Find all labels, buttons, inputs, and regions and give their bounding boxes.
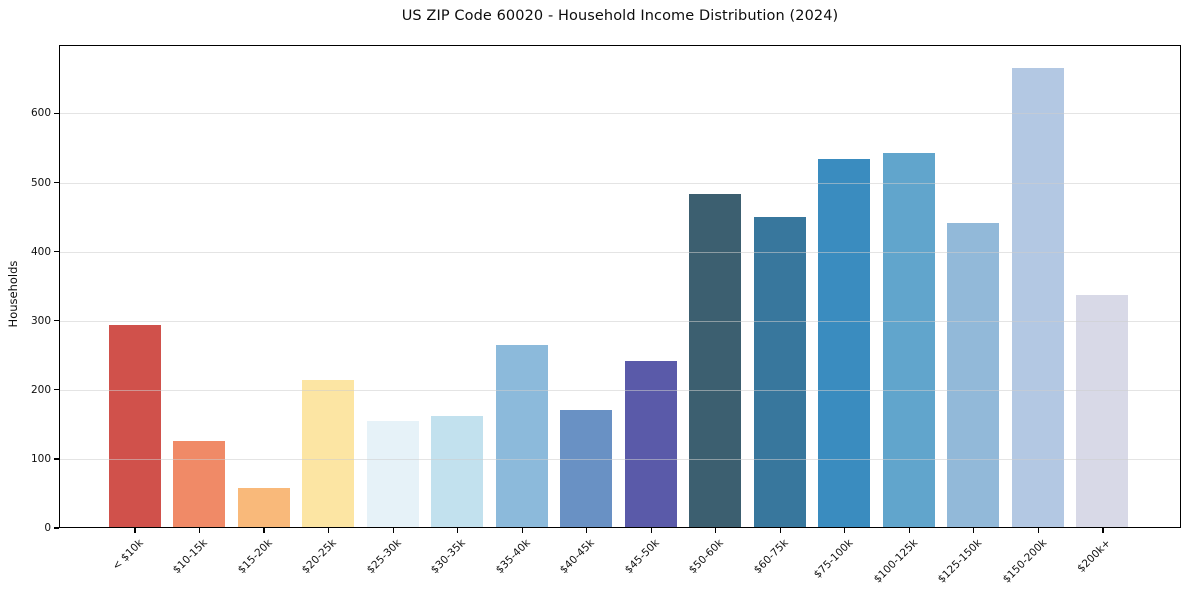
x-tick-mark [457, 528, 459, 533]
bar-$15-20k [237, 487, 290, 527]
x-tick-label-$35-40k: $35-40k [493, 537, 533, 577]
bar-$25-30k [366, 420, 419, 527]
x-tick-mark [715, 528, 717, 533]
x-tick-mark [263, 528, 265, 533]
gridline-100 [60, 458, 1180, 460]
x-tick-mark [908, 528, 910, 533]
bar-$200k+ [1076, 294, 1129, 527]
x-tick-mark [392, 528, 394, 533]
plot-area [59, 45, 1181, 528]
x-tick-mark [973, 528, 975, 533]
x-tick-mark [327, 528, 330, 533]
gridline-400 [60, 251, 1180, 253]
x-tick-label-$125-150k: $125-150k [935, 537, 985, 586]
gridline-600 [60, 113, 1180, 115]
x-tick-mark [521, 528, 523, 533]
x-tick-mark [844, 528, 846, 533]
y-tick-label-600: 600 [30, 107, 51, 120]
gridline-300 [60, 320, 1180, 322]
bar-$125-150k [947, 223, 1000, 527]
bar-$45-50k [624, 361, 677, 527]
x-tick-label-$40-45k: $40-45k [558, 537, 598, 577]
x-tick-label-$100-125k: $100-125k [871, 537, 920, 586]
x-tick-mark [586, 528, 588, 533]
y-tick-mark [54, 527, 59, 529]
y-tick-mark [54, 320, 59, 322]
x-tick-mark [779, 528, 781, 533]
y-tick-label-0: 0 [44, 522, 51, 534]
x-tick-label-$45-50k: $45-50k [622, 537, 662, 577]
bar-$20-25k [302, 379, 355, 527]
bar-$100-125k [882, 152, 935, 527]
x-tick-label-< $10k: < $10k [109, 537, 146, 573]
x-tick-mark [198, 528, 201, 533]
y-tick-mark [54, 112, 59, 115]
plot-canvas [60, 46, 1180, 527]
x-tick-mark [650, 528, 652, 533]
y-tick-label-500: 500 [30, 176, 51, 189]
bar-$35-40k [495, 344, 548, 527]
y-tick-mark [54, 389, 59, 391]
bar-$40-45k [560, 410, 613, 527]
x-tick-label-$150-200k: $150-200k [1000, 537, 1049, 586]
x-tick-mark [1102, 528, 1104, 533]
y-axis-label: Households [6, 260, 20, 328]
bar-$60-75k [753, 216, 806, 527]
x-tick-label-$25-30k: $25-30k [364, 537, 404, 577]
y-tick-label-400: 400 [30, 245, 51, 258]
y-tick-label-300: 300 [30, 314, 51, 327]
x-tick-label-$60-75k: $60-75k [751, 537, 791, 577]
gridline-500 [60, 182, 1180, 184]
bar-$50-60k [689, 193, 742, 527]
bar-$10-15k [173, 440, 226, 527]
y-tick-mark [54, 458, 59, 460]
x-tick-label-$50-60k: $50-60k [687, 537, 727, 577]
bar-$30-35k [431, 415, 484, 527]
x-tick-label-$20-25k: $20-25k [299, 537, 340, 577]
x-tick-label-$15-20k: $15-20k [235, 537, 275, 577]
bar-$75-100k [818, 159, 871, 527]
bar-$150-200k [1011, 67, 1064, 527]
gridline-200 [60, 389, 1180, 391]
chart-title: US ZIP Code 60020 - Household Income Dis… [401, 8, 839, 24]
x-tick-label-$30-35k: $30-35k [429, 537, 469, 577]
y-tick-label-200: 200 [30, 383, 51, 396]
y-tick-label-100: 100 [30, 452, 51, 465]
x-tick-label-$200k+: $200k+ [1075, 537, 1114, 575]
y-tick-mark [54, 251, 59, 253]
y-tick-mark [54, 181, 59, 184]
bar-< $10k [108, 325, 161, 527]
x-tick-mark [1037, 528, 1040, 533]
x-tick-label-$75-100k: $75-100k [811, 537, 856, 581]
x-tick-label-$10-15k: $10-15k [170, 537, 211, 577]
x-tick-mark [134, 528, 136, 533]
